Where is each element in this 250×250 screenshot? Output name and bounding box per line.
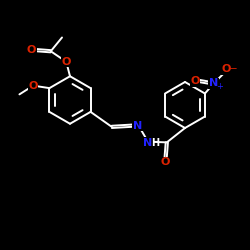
Text: O: O (27, 45, 36, 55)
Text: O: O (161, 158, 170, 168)
Text: −: − (228, 64, 237, 74)
Text: N: N (144, 138, 153, 148)
Text: O: O (62, 57, 71, 67)
Text: O: O (222, 64, 231, 74)
Text: N: N (209, 78, 218, 88)
Text: O: O (28, 81, 38, 91)
Text: N: N (133, 121, 142, 130)
Text: H: H (152, 138, 160, 148)
Text: O: O (190, 76, 200, 86)
Text: +: + (216, 82, 223, 91)
